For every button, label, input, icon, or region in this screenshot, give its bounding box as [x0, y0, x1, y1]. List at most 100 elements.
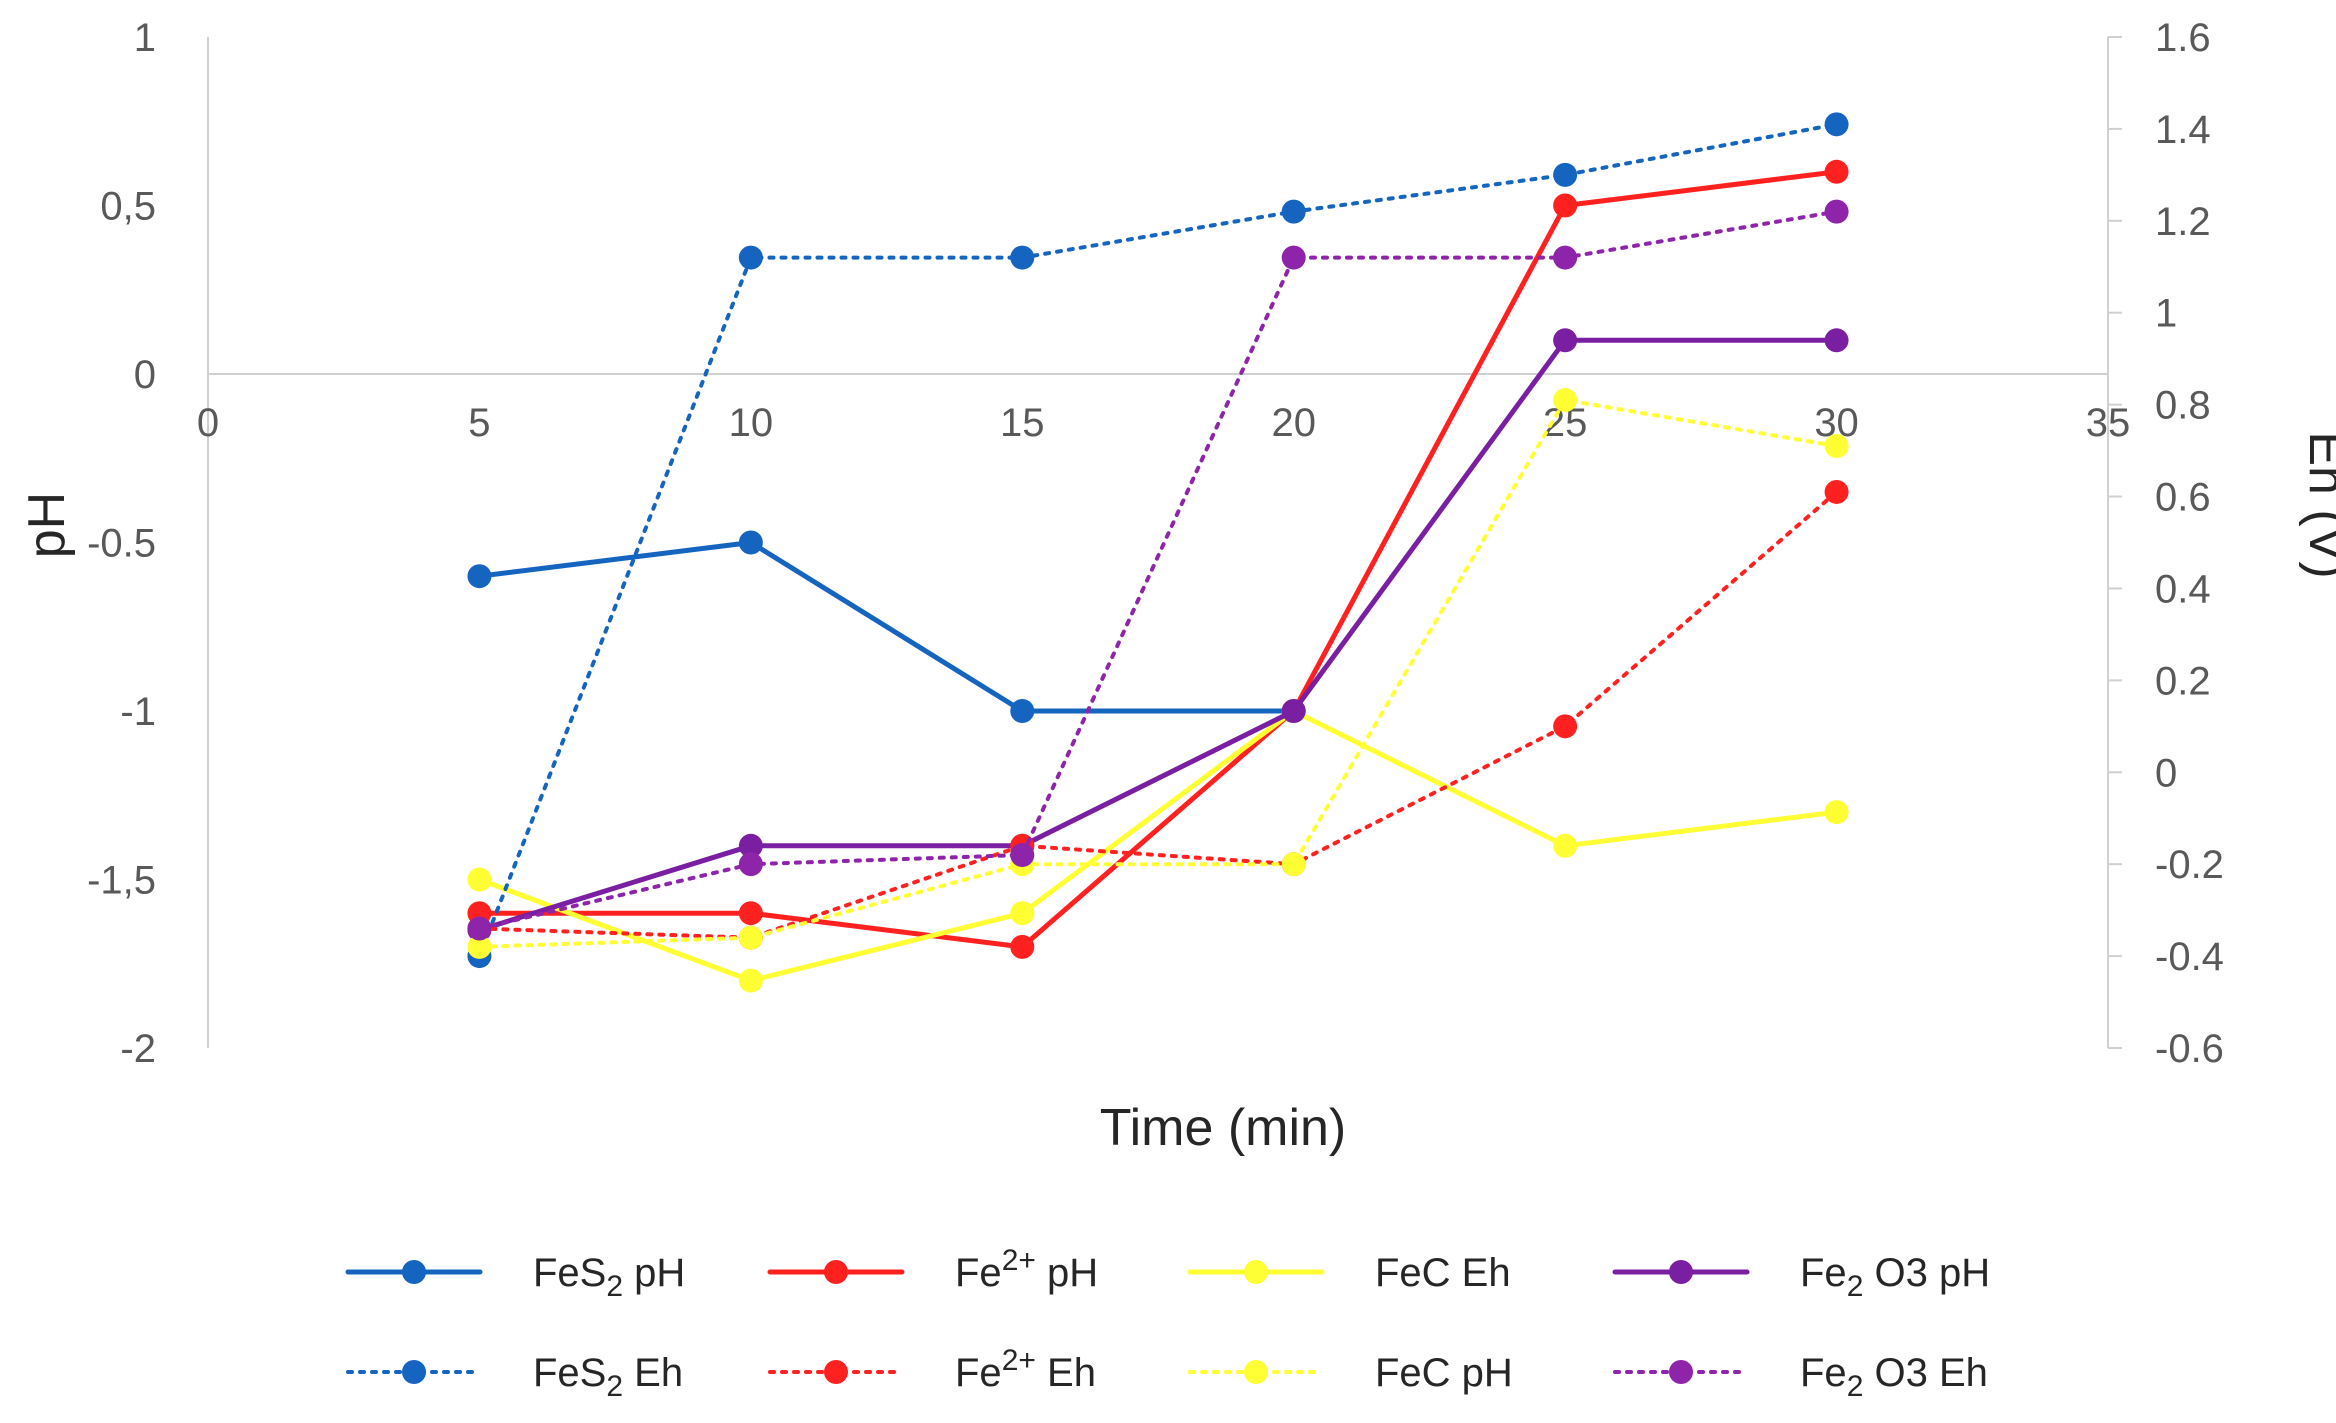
legend-swatch-marker: [402, 1260, 426, 1284]
series-fe2o3-ph: [467, 328, 1849, 943]
data-point-fes2-eh: [1281, 199, 1306, 224]
data-point-fe2-ph: [738, 901, 763, 926]
legend-label: Fe2+ Eh: [955, 1344, 1096, 1395]
data-point-fec-ph-dotted: [1553, 388, 1578, 413]
series-line-fe2o3-ph: [476, 337, 1840, 933]
y-right-tick-label: -0.4: [2155, 935, 2224, 979]
x-tick-label: 15: [1000, 401, 1045, 445]
data-point-fes2-ph: [738, 530, 763, 555]
data-point-fes2-eh: [1824, 112, 1849, 137]
legend-label: Fe2 O3 pH: [1800, 1251, 1990, 1303]
series-line-fec-eh-solid: [476, 708, 1840, 984]
y-left-tick-label: 0: [134, 353, 156, 397]
y-right-tick-label: 0: [2155, 751, 2177, 795]
series-line-fes2-ph: [476, 540, 1297, 714]
x-tick-label: 35: [2086, 401, 2131, 445]
data-point-fe2-ph: [1010, 934, 1035, 959]
legend-item-fe2o3-eh: Fe2 O3 Eh: [1613, 1351, 1988, 1403]
axes-lines: [207, 36, 2122, 1049]
series-line-fec-ph-dotted: [477, 398, 1839, 949]
x-tick-label: 5: [468, 401, 490, 445]
legend-item-fec-ph-dotted: FeC pH: [1188, 1351, 1513, 1395]
legend-swatch-marker: [1669, 1260, 1693, 1284]
data-point-fe2-eh: [1824, 479, 1849, 504]
legend-label: FeC Eh: [1375, 1251, 1511, 1295]
data-point-fes2-ph: [467, 564, 492, 589]
data-point-fes2-eh: [738, 245, 763, 270]
series-line-fe2-eh: [477, 490, 1839, 940]
legend-swatch-marker: [402, 1360, 426, 1384]
y-right-axis-title: Eh (V): [2298, 431, 2336, 578]
series-fec-eh-solid: [467, 699, 1849, 993]
axis-titles: Time (min) pH Eh (V): [18, 431, 2336, 1157]
legend-label: FeC pH: [1375, 1351, 1513, 1395]
legend-item-fec-eh-solid: FeC Eh: [1187, 1251, 1511, 1295]
data-point-fec-ph-dotted: [738, 925, 763, 950]
y-left-axis-title: pH: [18, 492, 76, 558]
data-point-fec-eh-solid: [1553, 833, 1578, 858]
data-point-fec-ph-dotted: [1824, 433, 1849, 458]
legend-label: Fe2+ pH: [955, 1244, 1098, 1295]
data-point-fe2o3-eh: [1281, 245, 1306, 270]
data-point-fe2o3-eh: [738, 852, 763, 877]
data-point-fec-eh-solid: [1824, 800, 1849, 825]
legend-label: FeS2 Eh: [533, 1351, 683, 1403]
legend-item-fe2-eh: Fe2+ Eh: [768, 1344, 1096, 1395]
legend-swatch-marker: [1669, 1360, 1693, 1384]
x-axis-title: Time (min): [1100, 1099, 1347, 1157]
data-point-fe2-ph: [1824, 159, 1849, 184]
legend: FeS2 pH Fe2+ pH FeC Eh Fe2 O3 pH FeS2 Eh Fe2+…: [345, 1244, 1990, 1403]
series-fes2-ph: [467, 530, 1306, 723]
tick-labels: 0 5 10 15 20 25 30 3510,50-0.5-1-1,5-21.61.41.2…: [87, 16, 2224, 1071]
data-point-fe2-eh: [1553, 714, 1578, 739]
data-point-fec-eh-solid: [738, 968, 763, 993]
data-point-fec-ph-dotted: [467, 934, 492, 959]
y-right-tick-label: 0.6: [2155, 476, 2211, 520]
series-line-fe2o3-eh: [477, 209, 1839, 931]
y-left-tick-label: 1: [134, 16, 156, 60]
legend-item-fes2-eh: FeS2 Eh: [346, 1351, 683, 1403]
data-point-fe2o3-ph: [738, 833, 763, 858]
y-right-tick-label: 0.8: [2155, 384, 2211, 428]
series-fec-ph-dotted: [467, 388, 1849, 959]
series-fe2o3-eh: [467, 199, 1849, 941]
y-right-tick-label: -0.2: [2155, 843, 2224, 887]
y-left-tick-label: -2: [120, 1027, 156, 1071]
y-right-tick-label: 1.4: [2155, 108, 2211, 152]
legend-item-fe2o3-ph: Fe2 O3 pH: [1612, 1251, 1990, 1303]
legend-label: FeS2 pH: [533, 1251, 685, 1303]
data-point-fe2o3-eh: [1553, 245, 1578, 270]
data-point-fe2o3-ph: [1824, 328, 1849, 353]
legend-swatch-marker: [1244, 1260, 1268, 1284]
series-line-fe2-ph: [476, 169, 1840, 950]
x-tick-label: 0: [197, 401, 219, 445]
y-right-tick-label: 1.6: [2155, 16, 2211, 60]
y-left-tick-label: 0,5: [100, 185, 156, 229]
legend-item-fes2-ph: FeS2 pH: [345, 1251, 685, 1303]
x-tick-label: 10: [729, 401, 774, 445]
y-left-tick-label: -1: [120, 690, 156, 734]
series-line-fes2-eh: [477, 122, 1839, 959]
data-point-fes2-eh: [1553, 162, 1578, 187]
data-point-fes2-ph: [1010, 699, 1035, 723]
y-left-tick-label: -0.5: [87, 522, 156, 566]
data-point-fe2o3-ph: [1281, 699, 1306, 723]
data-point-fe2o3-eh: [467, 916, 492, 941]
y-right-tick-label: 0.2: [2155, 659, 2211, 703]
legend-swatch-marker: [824, 1260, 848, 1284]
series-fes2-eh: [467, 112, 1849, 969]
data-point-fes2-eh: [1010, 245, 1035, 270]
legend-label: Fe2 O3 Eh: [1800, 1351, 1988, 1403]
legend-swatch-marker: [1244, 1360, 1268, 1384]
series-group: [467, 112, 1849, 993]
y-right-tick-label: -0.6: [2155, 1027, 2224, 1071]
data-point-fe2o3-eh: [1824, 199, 1849, 224]
y-right-tick-label: 1: [2155, 292, 2177, 336]
data-point-fe2o3-ph: [1553, 328, 1578, 353]
y-right-tick-label: 0.4: [2155, 567, 2211, 611]
legend-swatch-marker: [824, 1360, 848, 1384]
legend-item-fe2-ph: Fe2+ pH: [767, 1244, 1098, 1295]
data-point-fe2-ph: [1553, 193, 1578, 218]
x-tick-label: 20: [1271, 401, 1316, 445]
